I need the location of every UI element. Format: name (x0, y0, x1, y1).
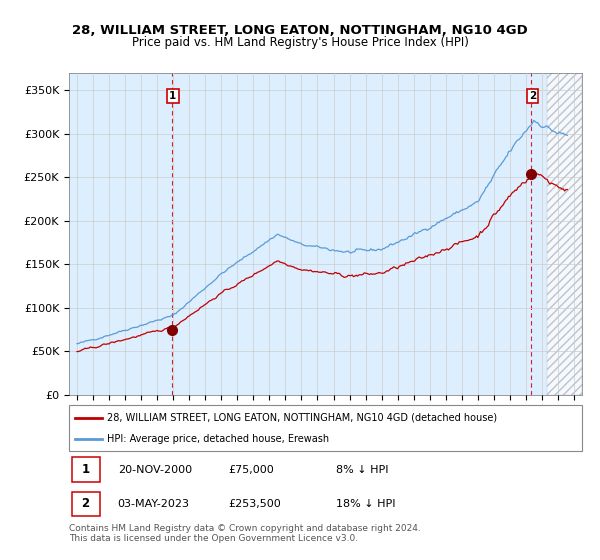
Text: 20-NOV-2000: 20-NOV-2000 (118, 465, 192, 475)
Text: 03-MAY-2023: 03-MAY-2023 (118, 499, 190, 509)
Text: £253,500: £253,500 (228, 499, 281, 509)
Text: 28, WILLIAM STREET, LONG EATON, NOTTINGHAM, NG10 4GD (detached house): 28, WILLIAM STREET, LONG EATON, NOTTINGH… (107, 413, 497, 423)
Text: £75,000: £75,000 (228, 465, 274, 475)
Text: 2: 2 (82, 497, 90, 510)
FancyBboxPatch shape (71, 492, 100, 516)
Text: 2: 2 (529, 91, 536, 101)
Text: 1: 1 (169, 91, 176, 101)
Text: Contains HM Land Registry data © Crown copyright and database right 2024.
This d: Contains HM Land Registry data © Crown c… (69, 524, 421, 543)
Text: 8% ↓ HPI: 8% ↓ HPI (336, 465, 388, 475)
Text: 28, WILLIAM STREET, LONG EATON, NOTTINGHAM, NG10 4GD: 28, WILLIAM STREET, LONG EATON, NOTTINGH… (72, 24, 528, 37)
Text: Price paid vs. HM Land Registry's House Price Index (HPI): Price paid vs. HM Land Registry's House … (131, 36, 469, 49)
FancyBboxPatch shape (71, 458, 100, 482)
Text: 1: 1 (82, 463, 90, 476)
Text: 18% ↓ HPI: 18% ↓ HPI (336, 499, 395, 509)
Text: HPI: Average price, detached house, Erewash: HPI: Average price, detached house, Erew… (107, 435, 329, 444)
FancyBboxPatch shape (69, 405, 582, 451)
